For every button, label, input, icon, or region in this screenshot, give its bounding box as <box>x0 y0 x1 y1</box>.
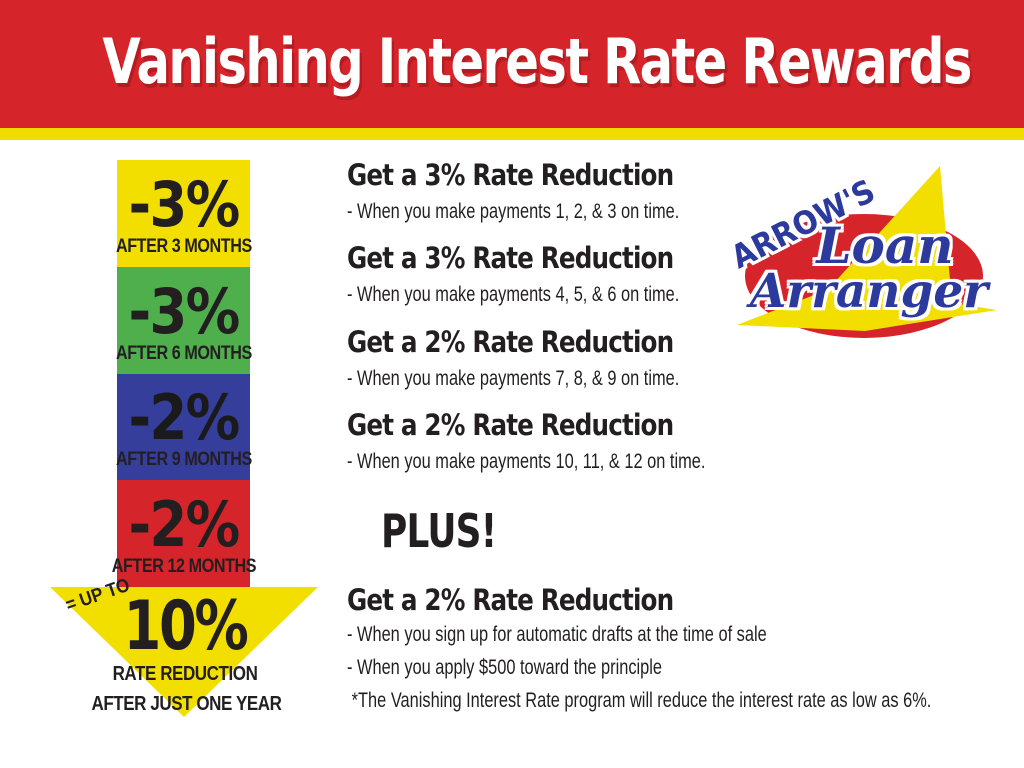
offer-block-1: Get a 3% Rate Reduction - When you make … <box>347 160 773 224</box>
final-offer-block: Get a 2% Rate Reduction <box>347 585 731 615</box>
ladder-step-6-months: -3% AFTER 6 MONTHS <box>115 267 252 374</box>
ladder-step-3-months: -3% AFTER 3 MONTHS <box>115 160 252 267</box>
final-offer-heading: Get a 2% Rate Reduction <box>347 583 674 617</box>
logo-name-line1: Loan <box>816 216 954 275</box>
offer-block-4: Get a 2% Rate Reduction - When you make … <box>347 410 807 474</box>
step-label: AFTER 3 MONTHS <box>115 236 252 257</box>
banner: Vanishing Interest Rate Rewards <box>0 0 1024 128</box>
step-rate: -2% <box>128 380 241 454</box>
arrow-caption-line2: AFTER JUST ONE YEAR <box>91 693 282 715</box>
total-rate: 10% <box>123 587 248 666</box>
arrow-caption-line1: RATE REDUCTION <box>112 663 258 685</box>
logo-name-line2: Arranger <box>749 264 989 319</box>
page-title: Vanishing Interest Rate Rewards <box>102 25 972 98</box>
final-offer-detail-2: - When you apply $500 toward the princip… <box>347 656 663 679</box>
plus-text: PLUS! <box>381 504 497 558</box>
offer-detail: - When you make payments 4, 5, & 6 on ti… <box>347 283 680 306</box>
step-label: AFTER 9 MONTHS <box>115 449 252 470</box>
logo-burst-icon <box>737 166 997 338</box>
final-offer-detail-1: - When you sign up for automatic drafts … <box>347 623 767 646</box>
step-label: AFTER 6 MONTHS <box>115 343 252 364</box>
offer-heading: Get a 3% Rate Reduction <box>347 241 674 275</box>
step-label: AFTER 12 MONTHS <box>111 556 256 577</box>
offer-detail: - When you make payments 7, 8, & 9 on ti… <box>347 367 680 390</box>
ladder-step-9-months: -2% AFTER 9 MONTHS <box>115 374 252 480</box>
offer-block-2: Get a 3% Rate Reduction - When you make … <box>347 243 773 307</box>
offer-heading: Get a 3% Rate Reduction <box>347 158 674 192</box>
offer-heading: Get a 2% Rate Reduction <box>347 408 674 442</box>
accent-stripe <box>0 128 1024 140</box>
step-rate: -2% <box>128 487 241 561</box>
down-arrow-icon <box>50 587 318 717</box>
offer-detail: - When you make payments 1, 2, & 3 on ti… <box>347 200 680 223</box>
step-rate: -3% <box>128 167 241 241</box>
final-offer-footnote: *The Vanishing Interest Rate program wil… <box>351 689 932 712</box>
ladder-step-12-months: -2% AFTER 12 MONTHS <box>111 480 256 587</box>
offer-detail: - When you make payments 10, 11, & 12 on… <box>347 450 706 473</box>
loan-arranger-logo: ARROW'S Loan Arranger <box>700 155 1022 355</box>
step-rate: -3% <box>128 274 241 348</box>
offer-heading: Get a 2% Rate Reduction <box>347 325 674 359</box>
offer-block-3: Get a 2% Rate Reduction - When you make … <box>347 327 773 391</box>
